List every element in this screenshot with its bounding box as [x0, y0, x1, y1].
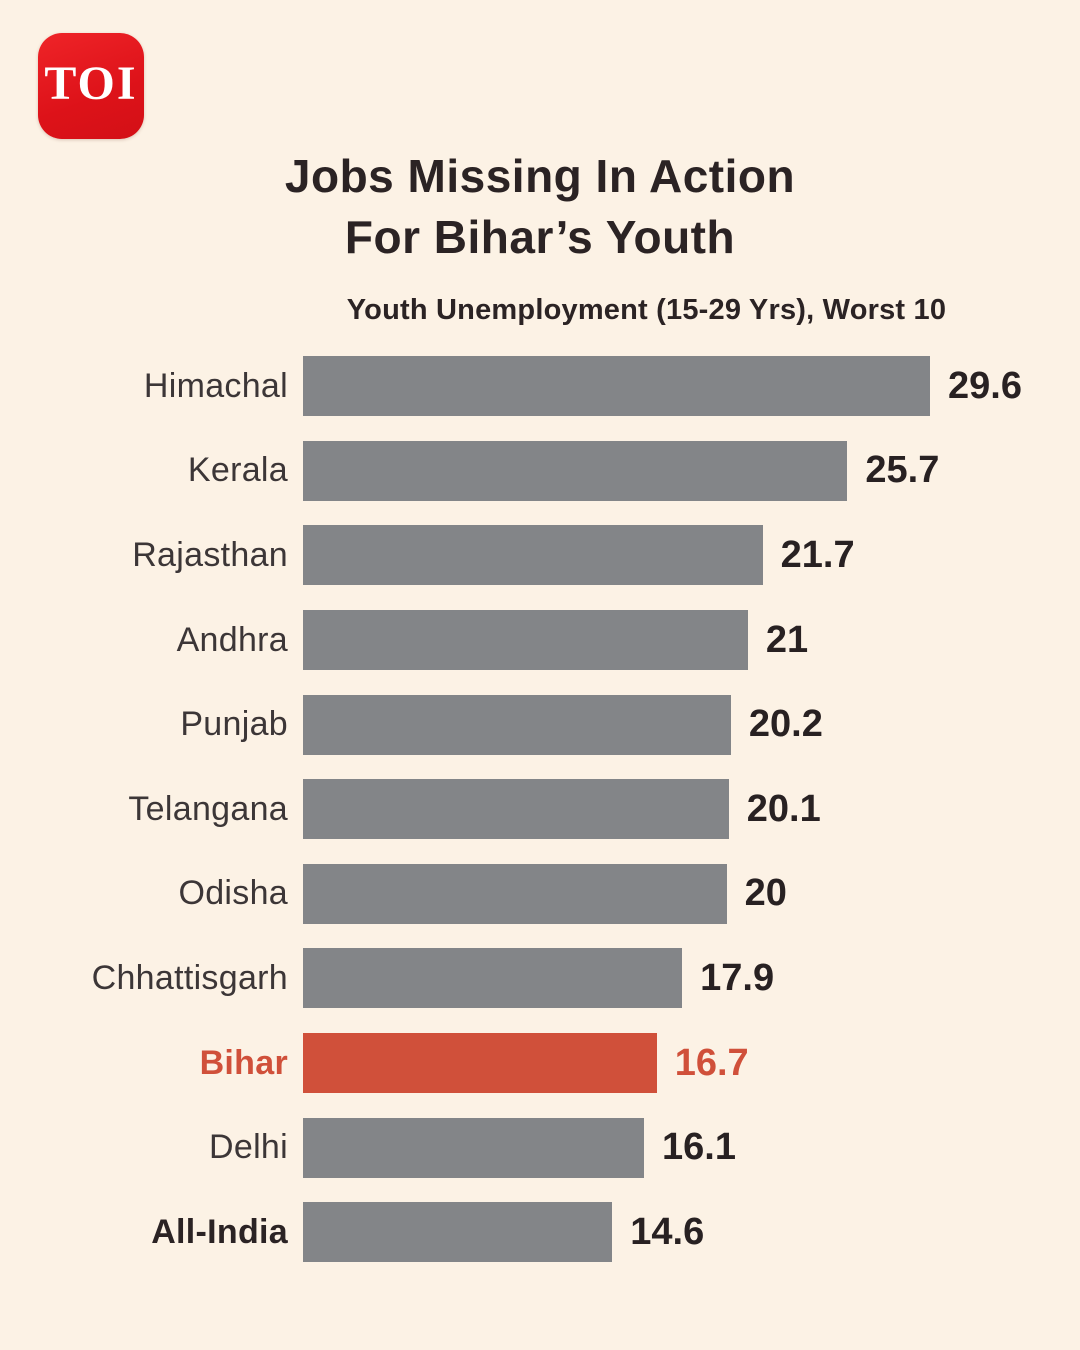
chart-subtitle: Youth Unemployment (15-29 Yrs), Worst 10	[346, 294, 947, 326]
bar-area: 16.1	[303, 1105, 1080, 1190]
bar-label: Kerala	[187, 451, 288, 490]
bar-label: Odisha	[178, 874, 288, 913]
bar-area: 21	[303, 598, 1080, 683]
bar	[303, 779, 729, 840]
bar-value: 21	[765, 618, 809, 661]
bar	[303, 948, 683, 1009]
bar-row: Punjab 20.2	[0, 682, 1080, 767]
page-title-line1: Jobs Missing In Action	[284, 150, 796, 202]
bar-value: 20.1	[746, 787, 821, 830]
bar-row: Kerala 25.7	[0, 429, 1080, 514]
bar-row: Himachal 29.6	[0, 344, 1080, 429]
bar-area: 14.6	[303, 1190, 1080, 1275]
bar-area: 16.7	[303, 1021, 1080, 1106]
bar-area: 21.7	[303, 513, 1080, 598]
bar-label: Punjab	[180, 705, 288, 744]
bar	[303, 356, 930, 417]
bar-row: Chhattisgarh 17.9	[0, 936, 1080, 1021]
bar-label: Rajasthan	[132, 535, 288, 574]
bar-area: 25.7	[303, 429, 1080, 514]
bar-value: 14.6	[630, 1210, 705, 1253]
bar-value: 16.1	[662, 1126, 736, 1169]
bar-label: Andhra	[176, 620, 288, 659]
bar-row: Delhi 16.1	[0, 1105, 1080, 1190]
bar-label: Chhattisgarh	[91, 958, 288, 997]
bar-row: Telangana 20.1	[0, 767, 1080, 852]
bar-row: Odisha 20	[0, 852, 1080, 937]
bar-area: 20.1	[303, 767, 1080, 852]
bar-area: 20	[303, 852, 1080, 937]
bar-value: 20.2	[748, 703, 823, 746]
bar-area: 20.2	[303, 682, 1080, 767]
bar-label: Delhi	[209, 1128, 288, 1167]
bar-value: 17.9	[700, 956, 775, 999]
bar-area: 17.9	[303, 936, 1080, 1021]
bar	[303, 1033, 657, 1094]
bar-row: Bihar 16.7	[0, 1021, 1080, 1106]
page-title-line2: For Bihar’s Youth	[344, 211, 736, 264]
bar-label: Telangana	[128, 789, 288, 828]
bar-area: 29.6	[303, 344, 1080, 429]
bar-value: 16.7	[674, 1041, 749, 1084]
bar-label: Himachal	[143, 366, 288, 405]
bar-label: All-India	[151, 1212, 288, 1251]
bar-label: Bihar	[199, 1043, 288, 1082]
page-title: Jobs Missing In Action For Bihar’s Youth	[0, 146, 1080, 268]
toi-logo-text: TOI	[44, 57, 138, 110]
bar	[303, 610, 748, 671]
bar	[303, 863, 727, 924]
bar-value: 25.7	[865, 449, 940, 492]
bar-value: 21.7	[780, 533, 855, 576]
bar-row: Rajasthan 21.7	[0, 513, 1080, 598]
bar-value: 20	[744, 872, 787, 915]
bar-row: Andhra 21	[0, 598, 1080, 683]
bar-chart: Himachal 29.6 Kerala 25.7 Rajasthan 21.7 Andhr…	[0, 344, 1080, 1275]
bar	[303, 525, 763, 586]
bar	[303, 1117, 645, 1178]
bar-value: 29.6	[948, 364, 1022, 407]
toi-logo: TOI	[38, 33, 144, 139]
bar	[303, 440, 848, 501]
bar	[303, 1202, 613, 1263]
bar-row: All-India 14.6	[0, 1190, 1080, 1275]
bar	[303, 694, 731, 755]
